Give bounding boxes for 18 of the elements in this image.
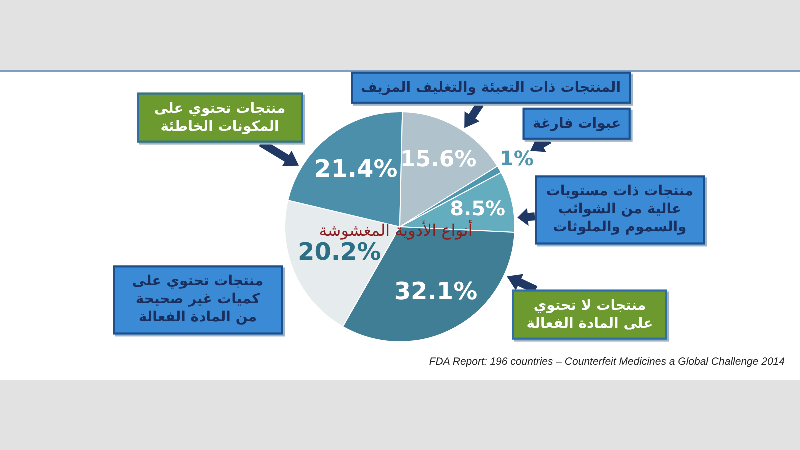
slice-label: منتجات لا تحتوي على المادة الفعالة [526,298,654,332]
callout-box: منتجات لا تحتوي على المادة الفعالة [512,290,668,340]
callout-box: منتجات ذات مستويات عالية من الشوائب والسموم والملوثات [535,176,705,244]
callout-box: منتجات تحتوي على المكونات الخاطئة [137,92,303,144]
data-label: 8.5% [450,196,506,220]
callout-box: منتجات تحتوي على كميات غير صحيحة من المادة الفعالة [113,266,283,334]
data-label: 15.6% [400,147,477,172]
data-label: 21.4% [314,155,398,184]
slice-label: المنتجات ذات التعبئة والتغليف المزيف [361,80,621,96]
slice-label: منتجات ذات مستويات عالية من الشوائب والسموم والملوثات [546,184,694,236]
callout-box: عبوات فارغة [522,108,632,140]
data-label: 1% [500,146,534,170]
slice-label: منتجات تحتوي على المكونات الخاطئة [154,100,286,135]
text: FDA Report: 196 countries – Counterfeit Medicines a Global Challenge 2014 [429,356,785,368]
data-label: 32.1% [394,278,478,306]
callout-box: المنتجات ذات التعبئة والتغليف المزيف [351,72,631,104]
slice-label: عبوات فارغة [532,116,622,132]
slice-label: منتجات تحتوي على كميات غير صحيحة من المادة الفعالة [132,274,264,326]
